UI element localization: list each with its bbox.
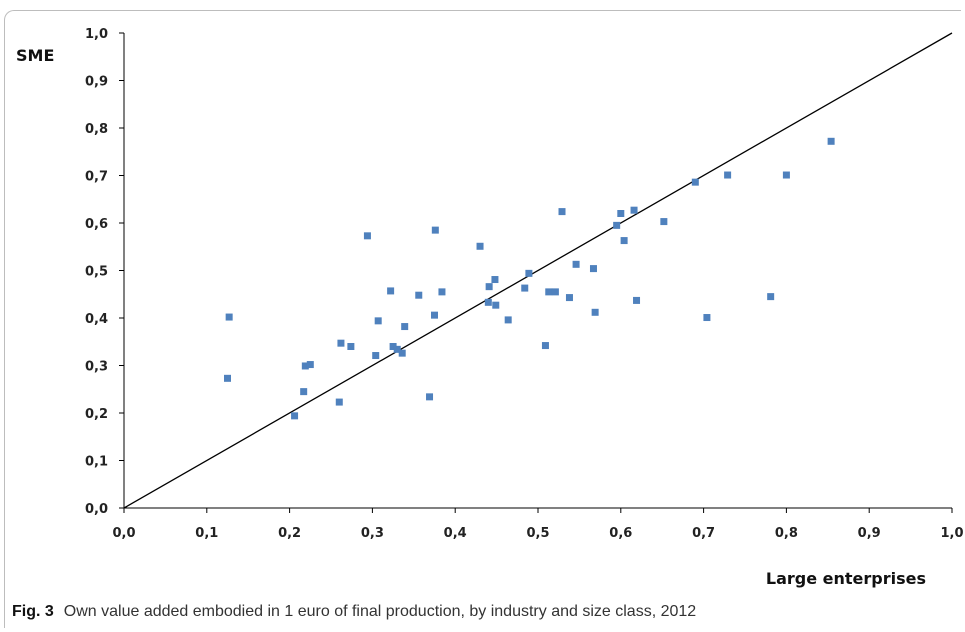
y-tick-label: 0,4 [85,312,108,327]
data-point [691,178,699,186]
data-point [398,349,406,357]
data-point [492,301,500,309]
data-point [337,339,345,347]
x-tick-label: 0,9 [858,526,881,541]
figure-caption-text: Own value added embodied in 1 euro of fi… [63,603,697,620]
reference-line-layer [123,32,953,509]
y-tick-label: 0,2 [85,407,108,422]
data-point [224,374,231,382]
y-tick-label: 0,8 [85,122,108,137]
data-point [300,388,308,396]
data-point [476,242,484,250]
data-point [347,343,355,350]
y-axis-title: SME [16,46,54,65]
data-point [485,283,493,291]
x-tick-label: 0,1 [195,526,218,541]
data-point [620,237,628,245]
data-point [572,260,580,268]
data-point [613,221,621,229]
data-point [633,296,641,304]
data-point [660,218,668,226]
data-point [389,343,397,350]
data-point [306,361,314,369]
data-point [426,393,434,401]
y-tick-label: 0,1 [85,455,108,470]
x-tick-label: 0,3 [361,526,384,541]
data-point [415,291,423,299]
data-point [301,362,309,370]
x-tick-label: 0,0 [112,526,135,541]
data-point [401,323,409,331]
data-point [551,288,559,296]
data-point [225,313,233,321]
data-point [484,298,492,306]
figure-caption-label: Fig. 3 [12,603,54,620]
y-tick-label: 1,0 [85,27,108,42]
data-point [589,265,597,273]
x-tick-label: 0,4 [444,526,467,541]
tick-labels: 0,0 0,1 0,2 0,3 0,4 0,5 0,6 0,7 0,8 0,9 1,0 0,0 0,1 0… [85,27,964,541]
data-point [591,308,599,316]
data-point [374,317,382,325]
y-tick-label: 0,7 [85,170,108,185]
data-point [782,171,790,179]
y-tick-label: 0,3 [85,360,108,375]
figure-frame [4,10,961,628]
data-point [431,311,438,319]
data-point [438,288,446,296]
data-point [827,137,835,145]
figure-caption: Fig. 3 Own value added embodied in 1 euro… [12,603,696,621]
data-point [545,288,553,296]
data-points [224,137,835,420]
data-point [558,208,566,216]
x-axis-title: Large enterprises [766,569,926,588]
data-point [504,316,512,324]
data-point [724,171,732,179]
data-point [335,398,343,406]
data-point [393,345,401,353]
x-tick-label: 0,5 [526,526,549,541]
data-point [363,232,371,240]
x-tick-label: 0,8 [775,526,798,541]
data-point [291,412,299,420]
scatter-chart: 0,0 0,1 0,2 0,3 0,4 0,5 0,6 0,7 0,8 0,9 1,0 0,0 0,1 0… [16,27,964,588]
data-point [521,284,529,292]
data-point [565,294,573,302]
data-point [541,342,549,350]
x-tick-label: 0,2 [278,526,301,541]
axes [119,32,953,513]
y-tick-label: 0,6 [85,217,108,232]
data-point [525,269,533,277]
data-point [491,276,499,284]
data-point [630,206,638,214]
data-point [372,352,380,360]
x-tick-label: 0,7 [692,526,715,541]
diagonal-reference-line [123,32,953,509]
y-tick-label: 0,0 [85,502,108,517]
data-point [617,210,625,217]
data-point [703,314,711,322]
data-point [431,226,439,234]
data-point [767,293,775,301]
x-tick-label: 1,0 [940,526,963,541]
y-tick-label: 0,5 [85,265,108,280]
data-point [387,287,395,295]
x-tick-label: 0,6 [609,526,632,541]
y-tick-label: 0,9 [85,75,108,90]
